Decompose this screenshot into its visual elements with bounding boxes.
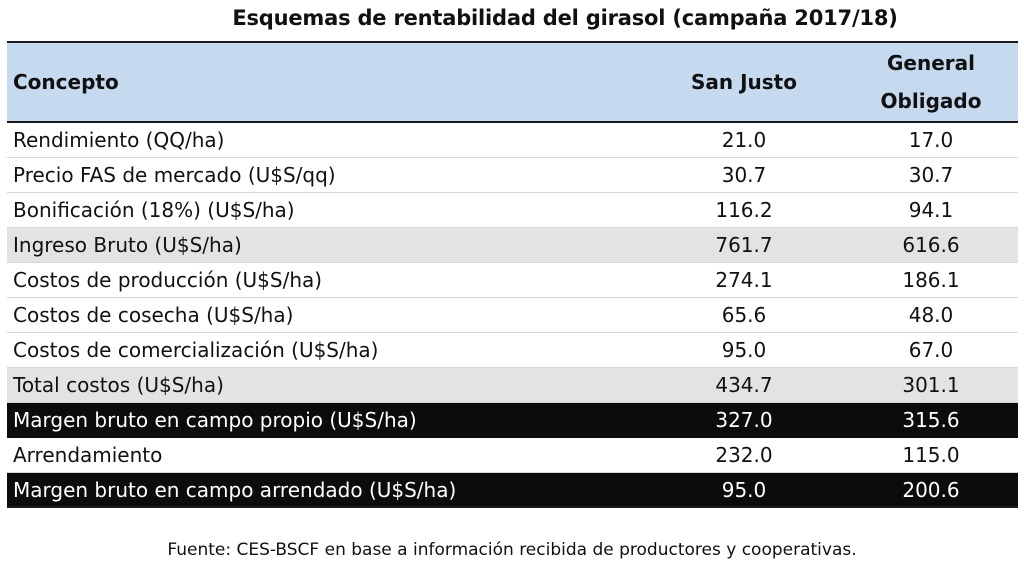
row-san-justo: 95.0 <box>721 338 767 362</box>
source-note: Fuente: CES-BSCF en base a información r… <box>167 540 857 560</box>
row-general-obligado: 48.0 <box>908 303 954 327</box>
row-concepto: Margen bruto en campo arrendado (U$S/ha) <box>13 477 457 502</box>
header-general-obligado-line2: Obligado <box>880 89 982 113</box>
row-concepto: Total costos (U$S/ha) <box>13 373 224 397</box>
table-row: Costos de comercialización (U$S/ha) 95.0… <box>7 333 1018 368</box>
row-general-obligado: 115.0 <box>902 443 960 467</box>
row-concepto: Precio FAS de mercado (U$S/qq) <box>13 163 336 187</box>
table-row: Costos de cosecha (U$S/ha) 65.6 48.0 <box>7 298 1018 333</box>
row-concepto: Costos de cosecha (U$S/ha) <box>13 303 294 327</box>
table-row-subtotal: Total costos (U$S/ha) 434.7 301.1 <box>7 368 1018 403</box>
row-concepto: Costos de producción (U$S/ha) <box>13 268 323 292</box>
table-row-subtotal: Ingreso Bruto (U$S/ha) 761.7 616.6 <box>7 228 1018 263</box>
table-row-highlight: Margen bruto en campo propio (U$S/ha) 32… <box>7 403 1018 438</box>
row-san-justo: 761.7 <box>715 233 773 257</box>
header-general-obligado-line1: General <box>887 51 975 75</box>
row-general-obligado: 315.6 <box>902 408 960 432</box>
row-general-obligado: 200.6 <box>902 477 960 502</box>
header-general-obligado: General Obligado <box>844 44 1018 120</box>
row-concepto: Ingreso Bruto (U$S/ha) <box>13 233 242 257</box>
row-concepto: Arrendamiento <box>13 443 163 467</box>
table-row: Arrendamiento 232.0 115.0 <box>7 438 1018 473</box>
header-concepto: Concepto <box>13 70 119 94</box>
row-concepto: Margen bruto en campo propio (U$S/ha) <box>13 408 417 432</box>
profitability-table: Concepto San Justo General Obligado Rend… <box>7 41 1018 508</box>
table-row-highlight: Margen bruto en campo arrendado (U$S/ha)… <box>7 473 1018 508</box>
row-concepto: Costos de comercialización (U$S/ha) <box>13 338 379 362</box>
row-san-justo: 95.0 <box>721 477 767 502</box>
row-general-obligado: 67.0 <box>908 338 954 362</box>
table-header: Concepto San Justo General Obligado <box>7 43 1018 123</box>
row-concepto: Rendimiento (QQ/ha) <box>13 128 225 152</box>
row-concepto: Bonificación (18%) (U$S/ha) <box>13 198 295 222</box>
table-title: Esquemas de rentabilidad del girasol (ca… <box>232 6 898 30</box>
header-san-justo: San Justo <box>691 70 797 94</box>
row-san-justo: 274.1 <box>715 268 773 292</box>
table-row: Costos de producción (U$S/ha) 274.1 186.… <box>7 263 1018 298</box>
row-san-justo: 30.7 <box>721 163 767 187</box>
row-san-justo: 65.6 <box>721 303 767 327</box>
table-row: Precio FAS de mercado (U$S/qq) 30.7 30.7 <box>7 158 1018 193</box>
row-general-obligado: 17.0 <box>908 128 954 152</box>
row-san-justo: 116.2 <box>715 198 773 222</box>
row-san-justo: 21.0 <box>721 128 767 152</box>
row-general-obligado: 94.1 <box>908 198 954 222</box>
row-general-obligado: 30.7 <box>908 163 954 187</box>
row-general-obligado: 301.1 <box>902 373 960 397</box>
table-row: Rendimiento (QQ/ha) 21.0 17.0 <box>7 123 1018 158</box>
row-san-justo: 327.0 <box>715 408 773 432</box>
row-san-justo: 434.7 <box>715 373 773 397</box>
row-general-obligado: 616.6 <box>902 233 960 257</box>
row-san-justo: 232.0 <box>715 443 773 467</box>
table-row: Bonificación (18%) (U$S/ha) 116.2 94.1 <box>7 193 1018 228</box>
row-general-obligado: 186.1 <box>902 268 960 292</box>
